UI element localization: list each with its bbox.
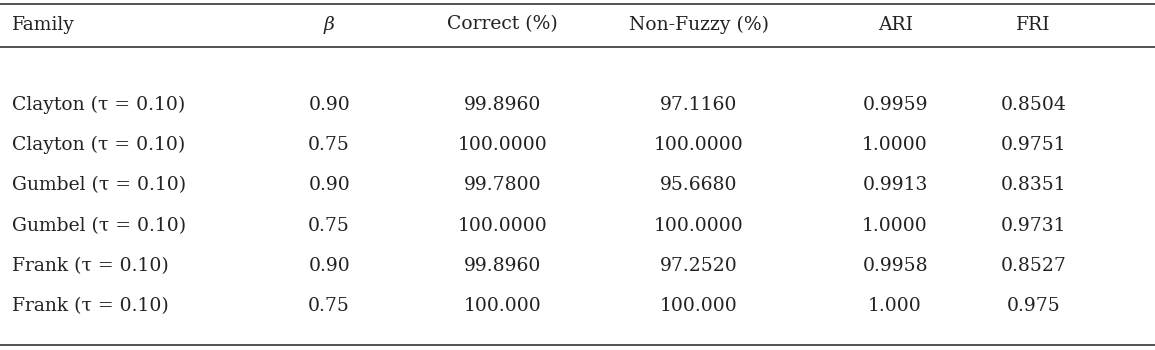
Text: 100.0000: 100.0000 bbox=[654, 217, 744, 235]
Text: FRI: FRI bbox=[1016, 15, 1051, 34]
Text: Correct (%): Correct (%) bbox=[447, 15, 558, 34]
Text: 97.1160: 97.1160 bbox=[661, 96, 737, 114]
Text: 0.8527: 0.8527 bbox=[1000, 257, 1067, 275]
Text: 1.000: 1.000 bbox=[869, 297, 922, 315]
Text: Family: Family bbox=[12, 15, 74, 34]
Text: 0.90: 0.90 bbox=[308, 96, 350, 114]
Text: 100.000: 100.000 bbox=[463, 297, 542, 315]
Text: β: β bbox=[323, 15, 335, 34]
Text: 0.90: 0.90 bbox=[308, 176, 350, 195]
Text: 0.9913: 0.9913 bbox=[863, 176, 927, 195]
Text: 0.75: 0.75 bbox=[308, 136, 350, 154]
Text: 99.8960: 99.8960 bbox=[464, 257, 541, 275]
Text: Gumbel (τ = 0.10): Gumbel (τ = 0.10) bbox=[12, 217, 186, 235]
Text: 0.975: 0.975 bbox=[1007, 297, 1060, 315]
Text: 95.6680: 95.6680 bbox=[660, 176, 738, 195]
Text: Frank (τ = 0.10): Frank (τ = 0.10) bbox=[12, 297, 169, 315]
Text: 0.9959: 0.9959 bbox=[863, 96, 927, 114]
Text: 1.0000: 1.0000 bbox=[863, 136, 927, 154]
Text: 0.9958: 0.9958 bbox=[863, 257, 927, 275]
Text: 99.7800: 99.7800 bbox=[463, 176, 542, 195]
Text: 1.0000: 1.0000 bbox=[863, 217, 927, 235]
Text: 0.9731: 0.9731 bbox=[1001, 217, 1066, 235]
Text: 0.75: 0.75 bbox=[308, 297, 350, 315]
Text: Gumbel (τ = 0.10): Gumbel (τ = 0.10) bbox=[12, 176, 186, 195]
Text: Clayton (τ = 0.10): Clayton (τ = 0.10) bbox=[12, 136, 185, 154]
Text: 0.9751: 0.9751 bbox=[1001, 136, 1066, 154]
Text: 97.2520: 97.2520 bbox=[660, 257, 738, 275]
Text: ARI: ARI bbox=[878, 15, 912, 34]
Text: 0.90: 0.90 bbox=[308, 257, 350, 275]
Text: 100.0000: 100.0000 bbox=[457, 217, 547, 235]
Text: 0.8351: 0.8351 bbox=[1001, 176, 1066, 195]
Text: Frank (τ = 0.10): Frank (τ = 0.10) bbox=[12, 257, 169, 275]
Text: Clayton (τ = 0.10): Clayton (τ = 0.10) bbox=[12, 96, 185, 114]
Text: 99.8960: 99.8960 bbox=[464, 96, 541, 114]
Text: 100.000: 100.000 bbox=[660, 297, 738, 315]
Text: 0.75: 0.75 bbox=[308, 217, 350, 235]
Text: Non-Fuzzy (%): Non-Fuzzy (%) bbox=[628, 15, 769, 34]
Text: 100.0000: 100.0000 bbox=[654, 136, 744, 154]
Text: 100.0000: 100.0000 bbox=[457, 136, 547, 154]
Text: 0.8504: 0.8504 bbox=[1000, 96, 1067, 114]
